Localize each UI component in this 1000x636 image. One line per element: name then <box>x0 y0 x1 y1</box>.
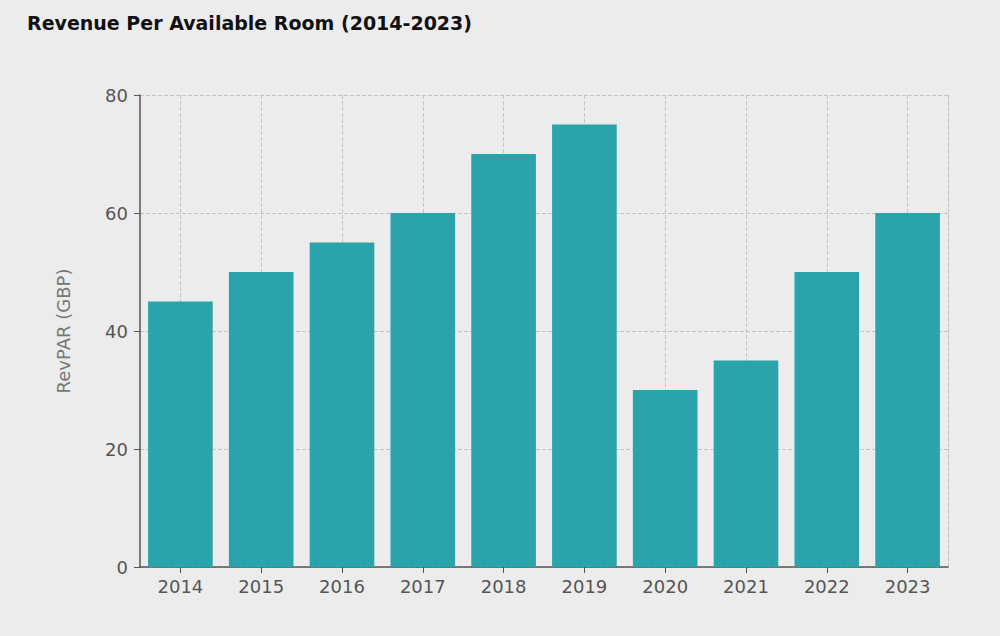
svg-text:2020: 2020 <box>642 576 688 597</box>
svg-text:2022: 2022 <box>804 576 850 597</box>
svg-text:40: 40 <box>105 321 128 342</box>
svg-text:20: 20 <box>105 439 128 460</box>
svg-text:2016: 2016 <box>319 576 365 597</box>
svg-text:Revenue Per Available Room (20: Revenue Per Available Room (2014-2023) <box>27 12 472 34</box>
svg-text:2021: 2021 <box>723 576 769 597</box>
svg-text:2019: 2019 <box>561 576 607 597</box>
svg-text:2015: 2015 <box>238 576 284 597</box>
svg-text:2018: 2018 <box>481 576 527 597</box>
svg-text:60: 60 <box>105 203 128 224</box>
svg-text:2023: 2023 <box>885 576 931 597</box>
svg-text:2014: 2014 <box>157 576 203 597</box>
svg-text:RevPAR (GBP): RevPAR (GBP) <box>53 269 74 394</box>
svg-text:0: 0 <box>117 557 128 578</box>
svg-text:2017: 2017 <box>400 576 446 597</box>
svg-text:80: 80 <box>105 85 128 106</box>
